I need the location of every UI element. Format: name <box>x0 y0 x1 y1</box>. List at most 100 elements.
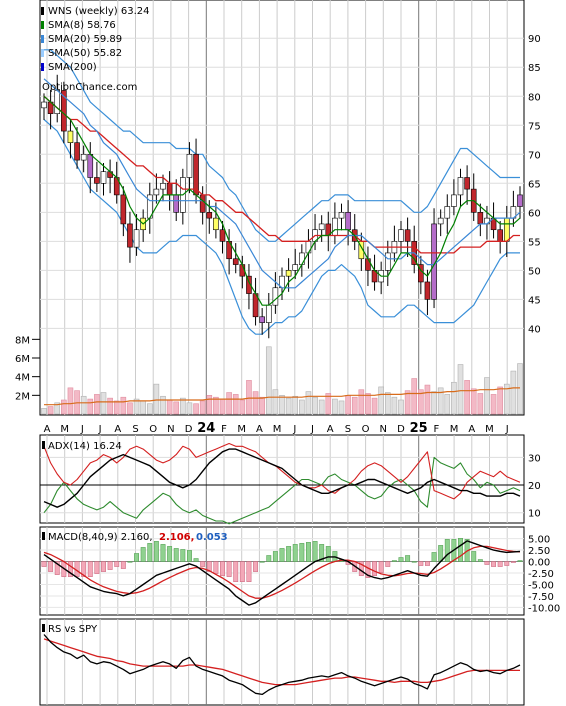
macd-histogram-bar <box>444 539 450 562</box>
candle-body <box>503 217 510 242</box>
macd-histogram-bar <box>259 561 265 563</box>
price-tick-label: 75 <box>528 121 541 132</box>
month-tick-label: A <box>327 424 334 435</box>
macd-histogram-bar <box>67 561 73 577</box>
rs-line <box>43 634 521 696</box>
month-tick-label: M <box>485 424 494 435</box>
rs-swatch <box>42 624 45 632</box>
candle-body <box>451 194 457 207</box>
candle-body <box>153 188 160 196</box>
volume-bar <box>47 406 54 415</box>
candle-body <box>444 206 451 219</box>
legend-sma20: SMA(20) 59.89 <box>48 34 122 45</box>
macd-histogram-bar <box>286 546 292 562</box>
price-legend: WNS (weekly) 63.24 SMA(8) 58.76 SMA(20) … <box>41 6 149 93</box>
macd-histogram-bar <box>114 561 120 567</box>
candle-body <box>186 153 193 178</box>
volume-bar <box>490 394 497 415</box>
candle-body <box>94 177 100 184</box>
macd-histogram-bar <box>120 561 126 569</box>
price-tick-label: 85 <box>528 63 541 74</box>
candle-body <box>285 270 292 277</box>
volume-bar <box>378 386 384 415</box>
source-label: OptionChance.com <box>42 82 137 93</box>
macd-histogram-bar <box>81 561 87 577</box>
macd-histogram-bar <box>41 561 47 567</box>
macd-histogram-bar <box>226 561 232 577</box>
volume-bar <box>338 400 345 415</box>
volume-bar <box>351 396 358 415</box>
macd-tick-label: -7.50 <box>528 592 554 603</box>
candle-body <box>424 281 431 300</box>
volume-bar <box>517 363 523 415</box>
macd-histogram-bar <box>186 550 192 562</box>
month-tick-label: O <box>149 424 157 435</box>
month-tick-label: J <box>310 424 314 435</box>
candle-body <box>173 194 180 213</box>
volume-bar <box>477 393 484 415</box>
bollinger-upper-line <box>44 49 520 242</box>
macd-hist-label: 0.053 <box>196 532 228 543</box>
volume-bar <box>437 387 444 415</box>
macd-swatch <box>42 532 45 540</box>
macd-histogram-bar <box>220 561 225 576</box>
volume-bar <box>173 401 180 415</box>
macd-histogram-bar <box>405 555 411 562</box>
month-tick-label: M <box>237 424 246 435</box>
volume-tick-label: 8M <box>15 335 30 346</box>
macd-histogram-bar <box>477 559 483 562</box>
macd-histogram-bar <box>517 560 523 562</box>
candle-body <box>299 252 305 265</box>
candle-body <box>272 287 279 306</box>
legend-swatch-sma8 <box>41 21 44 29</box>
macd-histogram-bar <box>94 561 100 574</box>
macd-tick-label: -2.50 <box>528 569 554 580</box>
macd-panel-frame <box>39 526 525 616</box>
macd-histogram-bar <box>54 561 60 575</box>
month-tick-label: J <box>505 424 509 435</box>
month-tick-label: N <box>380 424 387 435</box>
candle-body <box>517 194 523 207</box>
month-tick-label: 25 <box>410 421 428 436</box>
volume-bar <box>332 398 338 415</box>
macd-histogram-bar <box>424 561 430 566</box>
volume-bar <box>127 402 133 415</box>
price-tick-label: 45 <box>528 295 541 306</box>
candle-body <box>338 212 345 219</box>
volume-bar <box>239 399 246 415</box>
candle-body <box>120 194 127 225</box>
candle-body <box>332 217 338 236</box>
volume-bar <box>404 390 411 415</box>
candle-body <box>213 217 219 231</box>
sma20-line <box>43 78 521 289</box>
candle-body <box>497 229 503 242</box>
macd-histogram-bar <box>239 561 245 582</box>
candle-body <box>219 229 226 242</box>
macd-histogram-bar <box>272 551 278 562</box>
macd-histogram-bar <box>484 561 490 565</box>
volume-bar <box>325 393 332 415</box>
price-tick-label: 70 <box>528 150 541 161</box>
month-tick-label: J <box>80 424 84 435</box>
legend-sma50: SMA(50) 55.82 <box>48 48 122 59</box>
macd-histogram-bar <box>510 561 516 563</box>
macd-histogram-bar <box>87 561 93 577</box>
macd-histogram-bar <box>491 561 497 567</box>
month-tick-label: D <box>185 424 193 435</box>
month-tick-label: D <box>397 424 405 435</box>
macd-histogram-bar <box>372 561 378 576</box>
macd-histogram-bar <box>391 560 397 562</box>
month-tick-label: A <box>468 424 475 435</box>
price-lines <box>43 78 521 306</box>
volume-bar <box>133 398 140 415</box>
candle-body <box>477 212 484 225</box>
volume-tick-label: 6M <box>15 354 30 365</box>
macd-histogram-bar <box>305 542 311 562</box>
volume-bar <box>318 399 325 415</box>
candle-body <box>398 229 404 242</box>
macd-histogram-bar <box>378 561 384 573</box>
candle-body <box>318 223 325 231</box>
volume-bar <box>510 370 517 415</box>
month-tick-label: F <box>221 424 227 435</box>
candle-body <box>232 258 239 265</box>
